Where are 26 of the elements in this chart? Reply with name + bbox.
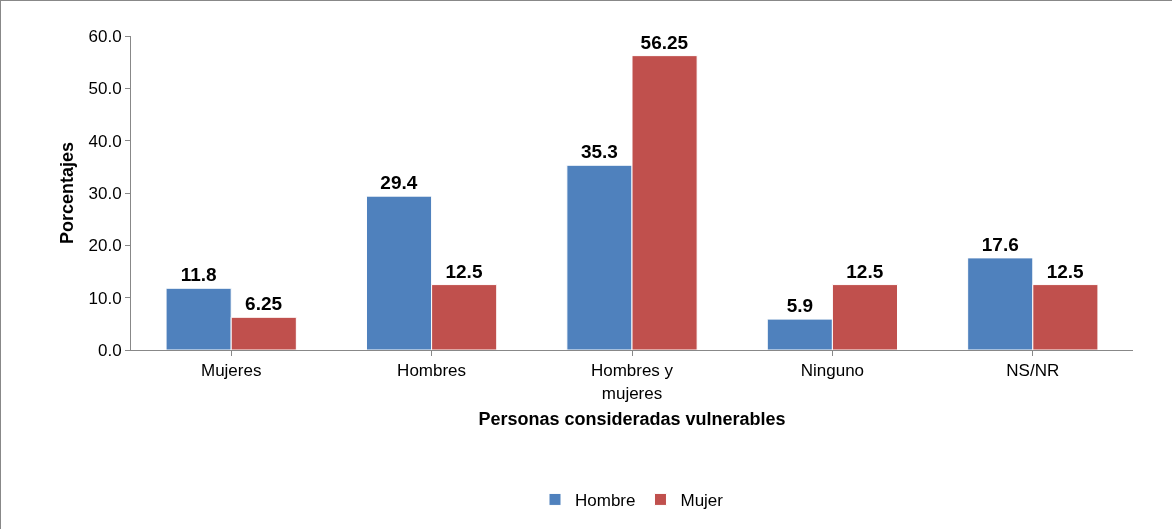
data-label: 12.5 [1046,260,1085,282]
x-tick-label: Ninguno [800,361,865,381]
y-tick-label: 0.0 [97,340,122,360]
data-label: 56.25 [640,31,689,53]
data-label: 6.25 [245,293,283,315]
y-tick-label: 50.0 [88,79,122,99]
data-label: 12.5 [445,260,483,282]
y-axis-title: Porcentajes [56,141,77,245]
y-tick-label: 60.0 [88,26,122,46]
y-tick-label: 40.0 [88,131,122,151]
x-tick-label: Hombres y mujeres [590,361,674,403]
data-label: 35.3 [580,141,618,163]
y-tick-label: 10.0 [88,288,122,308]
x-tick-label: NS/NR [1006,361,1060,381]
x-axis-title: Personas consideradas vulnerables [478,408,786,429]
legend-label: Mujer [680,491,724,511]
y-tick-label: 20.0 [88,236,122,256]
data-label: 12.5 [846,260,884,282]
y-tick-label: 30.0 [88,183,122,203]
x-tick-label: Mujeres [200,361,262,381]
data-label: 5.9 [786,295,814,317]
data-label: 29.4 [380,172,418,194]
data-label: 17.6 [981,233,1019,255]
data-label: 11.8 [180,264,217,286]
legend-label: Hombre [575,491,636,511]
x-tick-label: Hombres [397,361,467,381]
